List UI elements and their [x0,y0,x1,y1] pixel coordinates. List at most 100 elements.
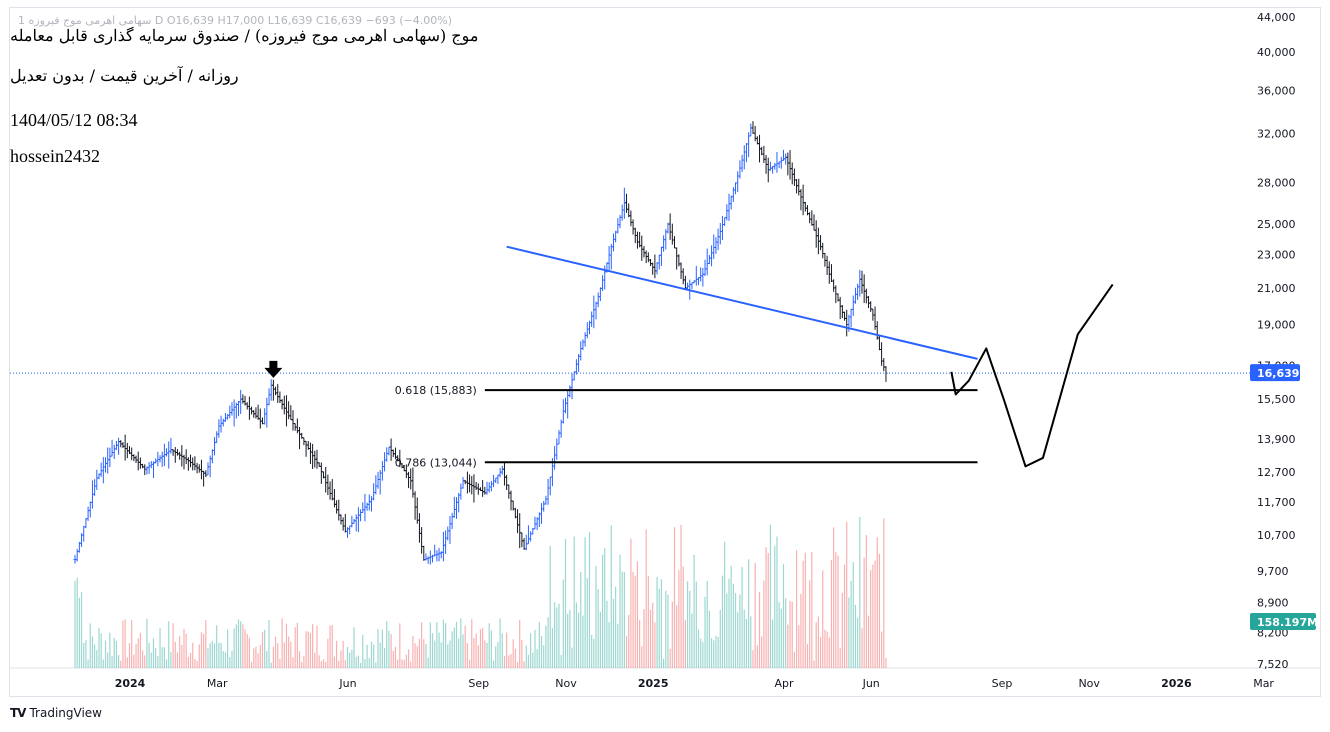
volume-bar [471,619,473,668]
volume-bar [170,652,172,668]
volume-bar [704,596,706,668]
volume-bar [338,660,340,668]
volume-bar [83,643,85,668]
chart-timestamp: 1404/05/12 08:34 [10,110,138,130]
volume-bar [464,625,466,668]
volume-bar [139,632,141,668]
volume-bar [327,638,329,668]
tradingview-logo-icon: TV [10,706,27,720]
volume-bar [279,658,281,668]
volume-bar [501,633,503,668]
trendline[interactable] [506,245,978,360]
volume-bar [425,644,427,668]
time-axis-label: Nov [1078,677,1100,690]
volume-bar [739,594,741,668]
volume-bar [292,657,294,668]
volume-bar [654,622,656,668]
volume-bar [769,524,772,668]
tradingview-brand[interactable]: TV TradingView [10,706,102,720]
volume-bar [320,661,322,668]
volume-bar [259,645,261,668]
volume-bar [623,572,625,668]
volume-bar [96,650,98,668]
volume-bar [852,562,854,668]
volume-bar [107,652,109,668]
volume-bar [128,643,131,668]
volume-bar [436,622,438,668]
volume-bar [298,651,301,668]
volume-bar [512,639,514,668]
volume-bar [109,632,111,668]
volume-bar [440,642,442,668]
volume-bar [401,659,403,668]
volume-bar [482,627,484,668]
volume-bar [447,644,449,668]
volume-bar [732,583,734,668]
volume-bar [150,652,152,668]
volume-bar [523,661,525,668]
projection-path[interactable] [950,283,1114,468]
volume-badge [1250,613,1316,630]
time-axis-label: Sep [468,677,489,690]
volume-bar [754,562,756,668]
volume-bar [630,538,632,668]
volume-bar [148,642,150,668]
volume-bar [85,640,87,668]
volume-bar [76,577,78,668]
volume-bar [229,657,231,668]
volume-bar [564,539,567,668]
volume-bar [667,594,669,668]
volume-bar [843,564,846,668]
volume-bar [761,636,763,668]
volume-bar [133,654,135,668]
volume-bar [774,545,776,668]
volume-bar [870,569,872,668]
price-axis-tick: 21,000 [1257,282,1296,295]
volume-bar [649,609,652,668]
volume-bar [373,644,375,668]
volume-bar [571,647,573,668]
volume-bar [612,598,615,668]
volume-bar [412,635,414,668]
volume-bar [492,660,495,668]
volume-bar [165,659,168,668]
volume-bar [728,578,730,668]
volume-bar [785,598,787,668]
volume-bar [745,618,748,668]
volume-bar [427,657,429,668]
volume-bar [113,637,115,668]
volume-bar [172,623,174,668]
volume-bar [222,651,224,668]
volume-bar [817,616,819,668]
volume-bar [804,552,806,668]
volume-bar [272,646,274,668]
volume-bar [689,590,691,668]
time-axis-label: Apr [774,677,794,690]
chart-author: hossein2432 [10,146,100,166]
volume-bar [366,644,368,668]
price-axis-tick: 8,900 [1257,596,1289,609]
volume-bar [118,655,120,668]
volume-bar [591,634,593,668]
price-axis-tick: 36,000 [1257,84,1296,97]
volume-bar [861,628,863,668]
volume-bar [582,615,584,668]
volume-bar [510,653,512,668]
volume-bar [724,541,726,668]
volume-bar [379,642,381,668]
chart-frame [9,7,1321,697]
volume-bar [516,662,519,668]
volume-bar [174,641,176,668]
volume-bar [848,597,850,668]
volume-bar [115,641,118,668]
volume-bar [74,580,76,668]
volume-bar [634,575,636,668]
volume-bar [580,572,582,668]
volume-bar [333,656,336,668]
volume-bar [710,638,713,668]
volume-bar [538,622,540,668]
volume-bar [301,661,303,668]
volume-bar [593,638,595,668]
volume-bar [791,601,793,668]
